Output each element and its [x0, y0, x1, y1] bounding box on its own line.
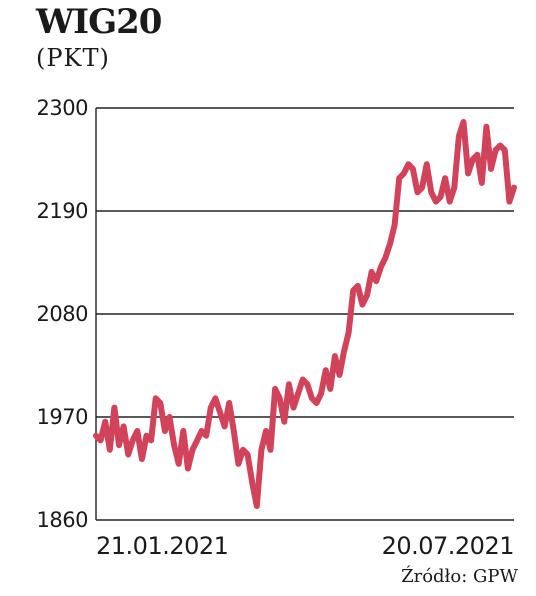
y-tick-label: 1860: [37, 508, 88, 532]
x-tick-label-end: 20.07.2021: [382, 532, 514, 560]
x-axis-ticks: 21.01.2021 20.07.2021: [96, 532, 515, 560]
series-group: [93, 119, 517, 509]
source-note: Źródło: GPW: [401, 566, 518, 587]
y-tick-label: 2190: [37, 199, 88, 223]
y-axis-ticks: 2300 2190 2080 1970 1860: [37, 96, 89, 532]
y-tick-label: 1970: [37, 405, 88, 429]
gridlines: [95, 107, 514, 521]
x-tick-label-start: 21.01.2021: [96, 532, 228, 560]
series-line-0: [93, 119, 517, 509]
y-tick-label: 2300: [37, 96, 88, 120]
y-tick-label: 2080: [37, 302, 88, 326]
chart-subtitle: (PKT): [36, 44, 110, 72]
chart-title: WIG20: [36, 2, 162, 42]
